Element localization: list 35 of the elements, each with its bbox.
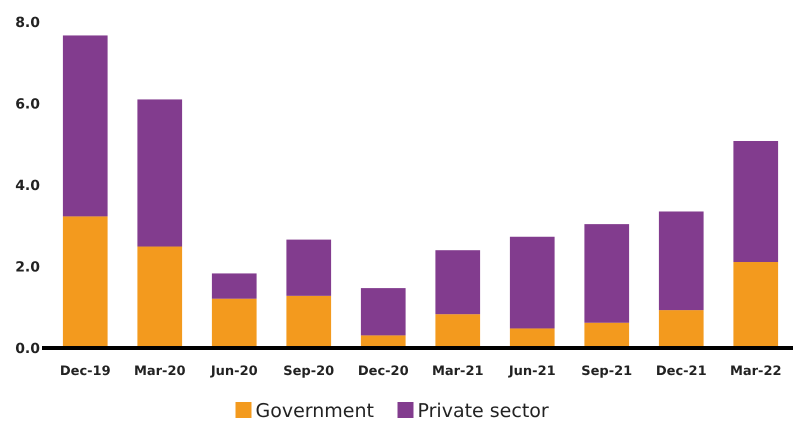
y-tick-label: 6.0 — [15, 96, 40, 112]
bar — [733, 262, 778, 348]
x-tick-label: Dec-19 — [60, 364, 111, 379]
x-tick-label: Jun-20 — [210, 364, 258, 379]
bar — [360, 288, 406, 336]
x-tick-label: Sep-20 — [283, 364, 334, 379]
y-tick-label: 4.0 — [15, 178, 40, 194]
bar — [658, 211, 704, 310]
x-tick-label: Dec-21 — [656, 364, 707, 379]
bar — [62, 35, 108, 216]
bar — [510, 236, 555, 328]
x-tick-label: Jun-21 — [508, 364, 556, 379]
bar — [286, 240, 332, 296]
bar — [658, 310, 704, 348]
bar — [286, 296, 332, 348]
x-tick-label: Mar-21 — [432, 364, 484, 379]
x-tick-label: Mar-20 — [134, 364, 186, 379]
y-tick-label: 0.0 — [15, 340, 40, 357]
y-tick-label: 2.0 — [15, 259, 40, 276]
bar — [137, 99, 182, 247]
bar — [137, 246, 182, 348]
bar — [212, 298, 257, 348]
legend-label: Private sector — [418, 400, 549, 422]
bar — [212, 273, 257, 299]
x-tick-label: Mar-22 — [730, 364, 782, 379]
x-tick-label: Sep-21 — [581, 364, 632, 379]
x-tick-label: Dec-20 — [358, 364, 409, 379]
bar — [584, 224, 630, 323]
bar — [584, 322, 630, 348]
y-tick-label: 8.0 — [15, 14, 40, 31]
bar — [435, 250, 480, 314]
bar — [62, 216, 108, 348]
bar — [435, 314, 480, 348]
bar — [733, 140, 778, 262]
legend-label: Government — [256, 400, 374, 422]
